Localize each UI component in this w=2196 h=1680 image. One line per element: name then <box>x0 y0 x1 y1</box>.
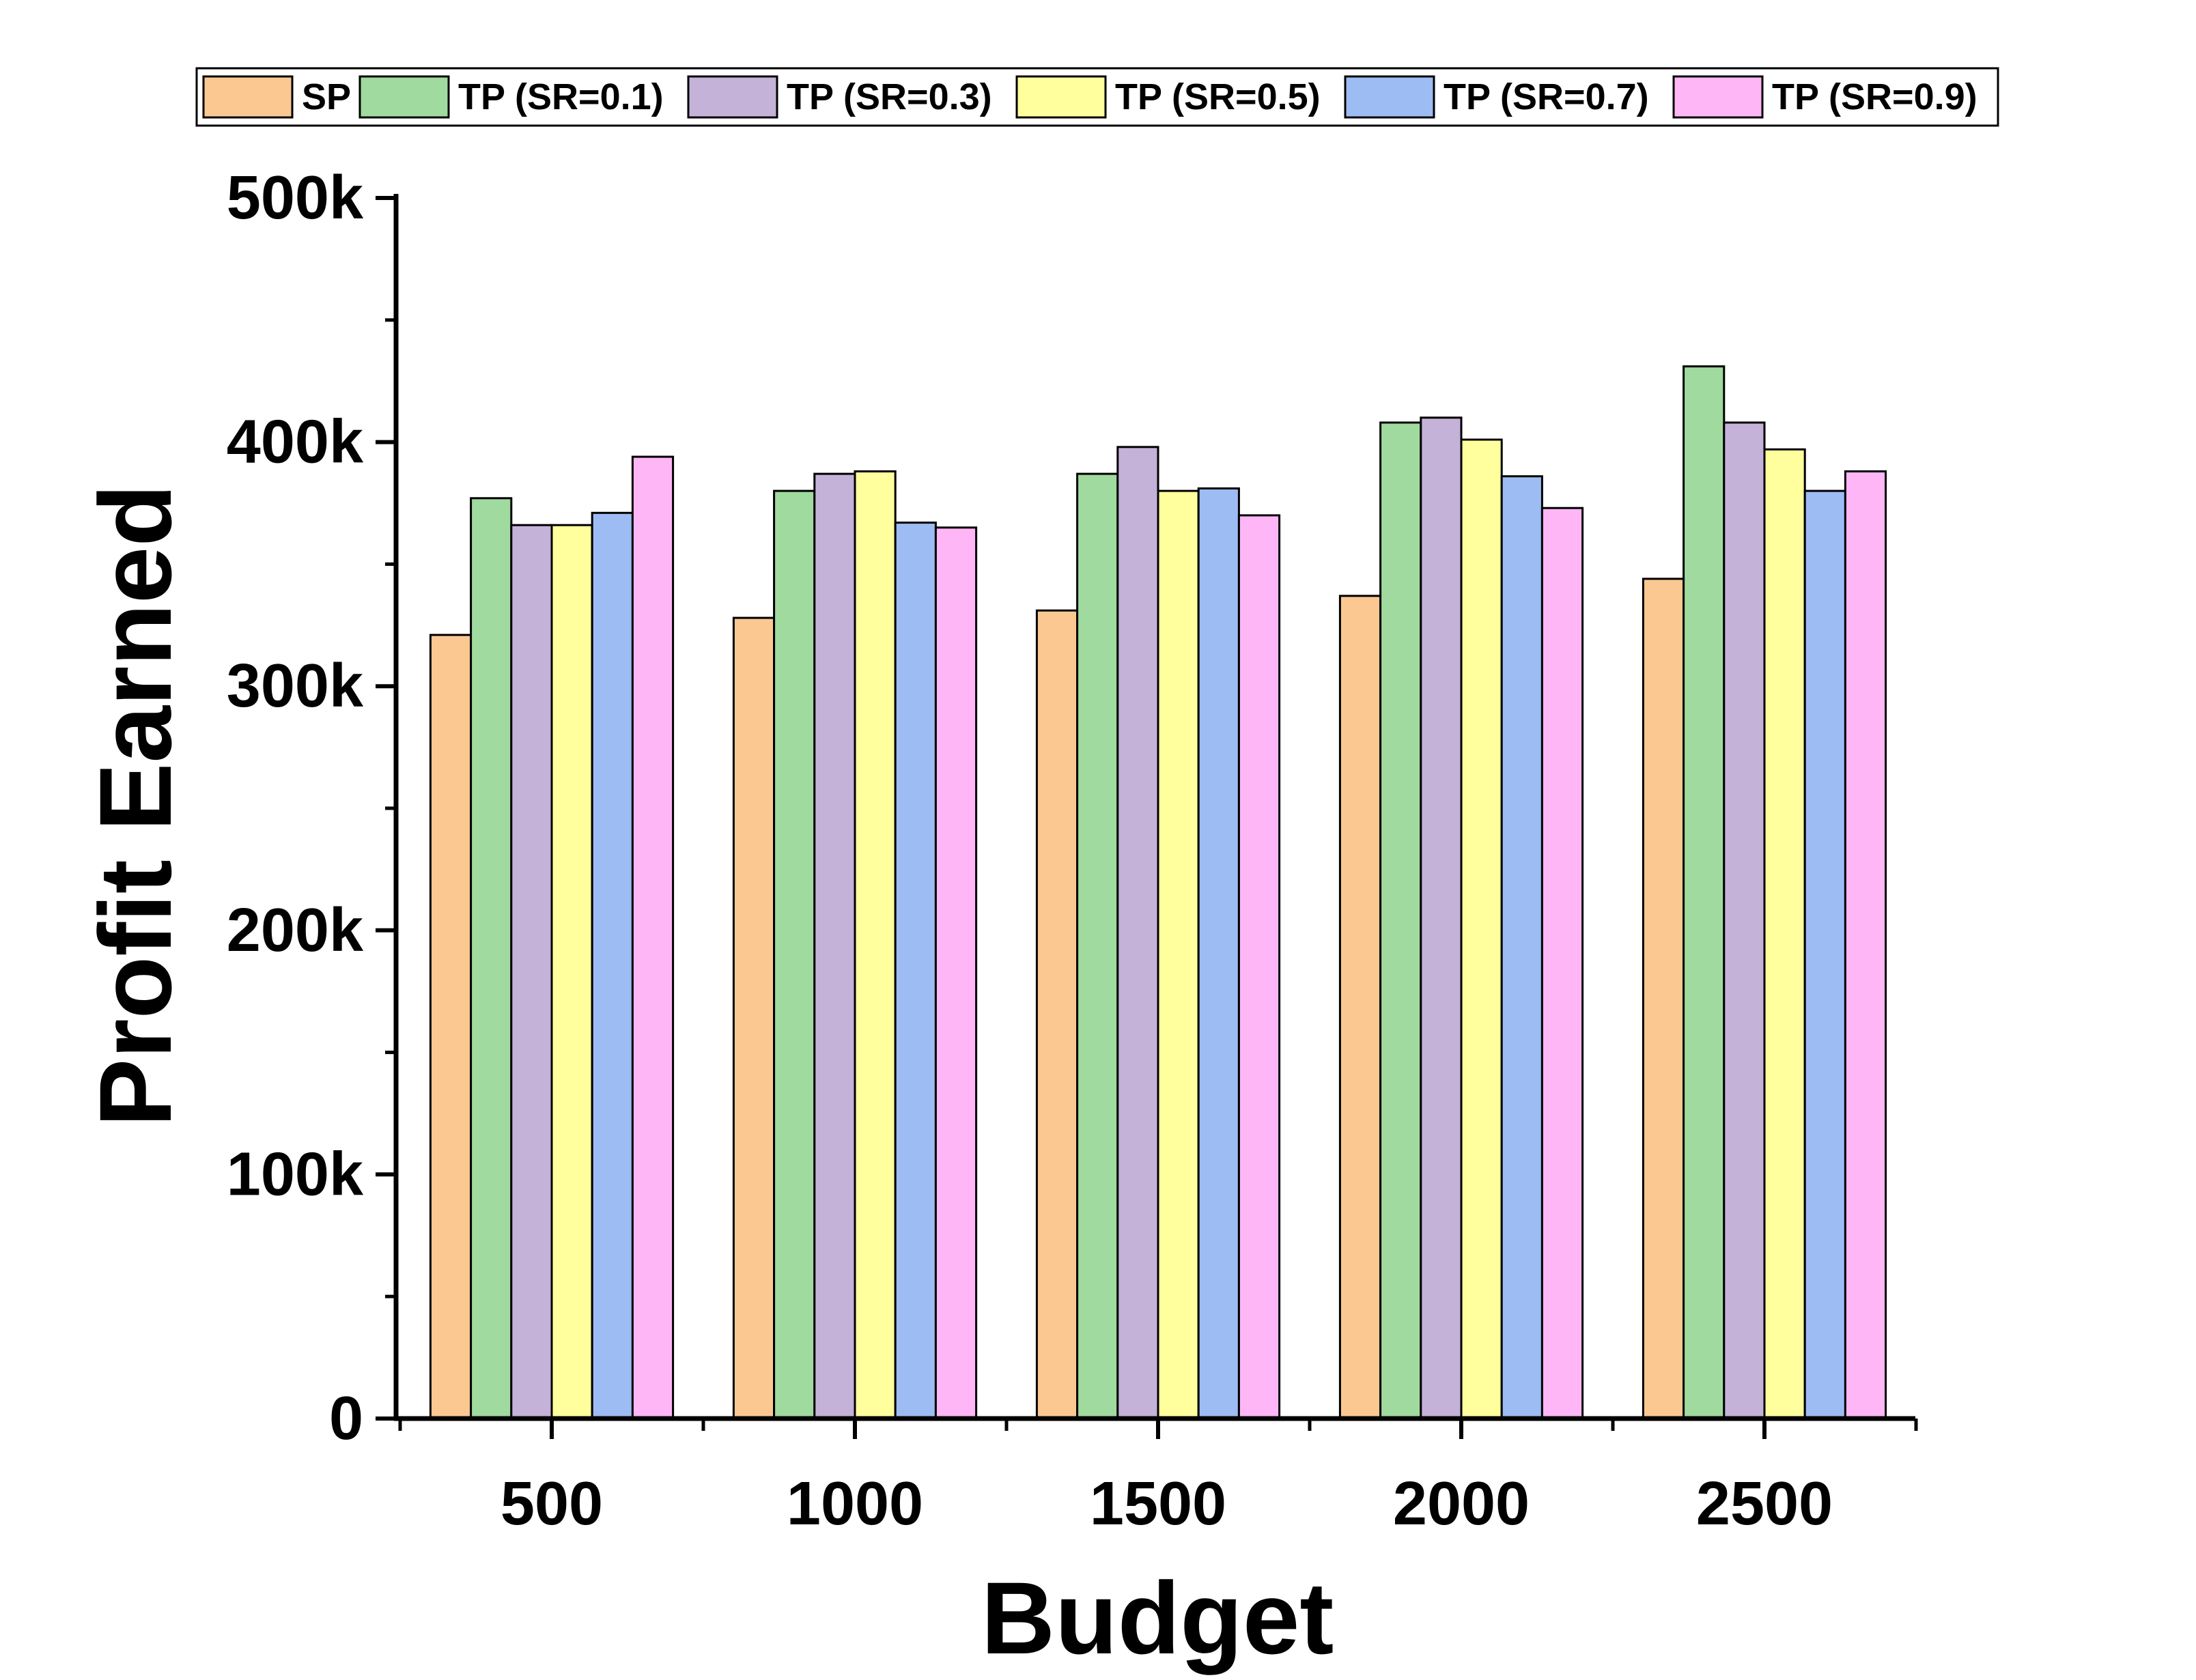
legend-label: SP <box>302 76 351 117</box>
axes: 0 100k 200k 300k 400k 500k 500 1000 1500 2000 2500 <box>227 164 1918 1538</box>
y-tick-label: 500k <box>227 164 364 232</box>
x-tick-label: 1500 <box>1090 1470 1226 1538</box>
legend-swatch <box>202 75 294 119</box>
bar-tp-sr-0-5-500 <box>550 524 593 1420</box>
legend-swatch <box>1015 75 1107 119</box>
bar-tp-sr-0-3-2500 <box>1723 421 1766 1420</box>
bar-tp-sr-0-9-500 <box>631 455 675 1420</box>
bar-tp-sr-0-1-500 <box>470 497 513 1420</box>
legend-label: TP (SR=0.5) <box>1115 76 1321 117</box>
legend-label: TP (SR=0.3) <box>787 76 992 117</box>
bar-sp-1500 <box>1035 609 1079 1420</box>
bar-sp-2000 <box>1338 595 1382 1420</box>
bar-tp-sr-0-7-1000 <box>894 522 937 1420</box>
bar-tp-sr-0-1-1000 <box>773 489 816 1420</box>
bar-tp-sr-0-7-2000 <box>1500 475 1543 1420</box>
x-tick-label: 500 <box>501 1470 603 1538</box>
legend-label: TP (SR=0.7) <box>1444 76 1649 117</box>
y-tick-label: 200k <box>227 896 364 965</box>
legend: SP TP (SR=0.1) TP (SR=0.3) TP (SR=0.5) TP (S… <box>195 67 1999 127</box>
legend-swatch <box>1344 75 1435 119</box>
bars <box>429 365 1887 1420</box>
legend-swatch <box>358 75 450 119</box>
bar-tp-sr-0-1-2000 <box>1379 421 1422 1420</box>
bar-sp-1000 <box>732 616 776 1420</box>
bar-tp-sr-0-7-2500 <box>1803 489 1846 1420</box>
legend-label: TP (SR=0.9) <box>1772 76 1977 117</box>
bar-tp-sr-0-9-2500 <box>1844 470 1887 1420</box>
bar-tp-sr-0-3-1500 <box>1116 446 1159 1420</box>
bar-tp-sr-0-9-1000 <box>934 526 978 1420</box>
bar-tp-sr-0-5-2500 <box>1763 448 1806 1420</box>
bar-tp-sr-0-3-500 <box>510 524 553 1420</box>
bar-tp-sr-0-3-1000 <box>813 472 856 1420</box>
x-tick-label: 1000 <box>787 1470 923 1538</box>
bar-tp-sr-0-1-1500 <box>1076 472 1119 1420</box>
bar-tp-sr-0-7-500 <box>591 511 634 1420</box>
bar-tp-sr-0-5-1500 <box>1157 489 1200 1420</box>
y-tick-label: 0 <box>329 1384 363 1453</box>
bar-sp-500 <box>429 633 473 1420</box>
x-tick-label: 2000 <box>1393 1470 1530 1538</box>
bar-sp-2500 <box>1642 578 1685 1420</box>
x-tick-label: 2500 <box>1696 1470 1833 1538</box>
bar-tp-sr-0-3-2000 <box>1420 416 1463 1420</box>
y-axis-title: Profit Earned <box>78 484 193 1127</box>
y-tick-label: 400k <box>227 408 364 476</box>
legend-swatch <box>687 75 778 119</box>
legend-label: TP (SR=0.1) <box>458 76 664 117</box>
y-tick-label: 100k <box>227 1140 364 1208</box>
bar-tp-sr-0-9-2000 <box>1540 507 1584 1420</box>
bar-tp-sr-0-5-1000 <box>854 470 897 1420</box>
bar-tp-sr-0-1-2500 <box>1683 365 1726 1420</box>
x-axis-title: Budget <box>981 1561 1334 1675</box>
bar-tp-sr-0-5-2000 <box>1460 438 1503 1420</box>
bar-tp-sr-0-7-1500 <box>1197 487 1240 1420</box>
legend-swatch <box>1672 75 1764 119</box>
bar-tp-sr-0-9-1500 <box>1237 514 1281 1420</box>
y-tick-label: 300k <box>227 652 364 720</box>
